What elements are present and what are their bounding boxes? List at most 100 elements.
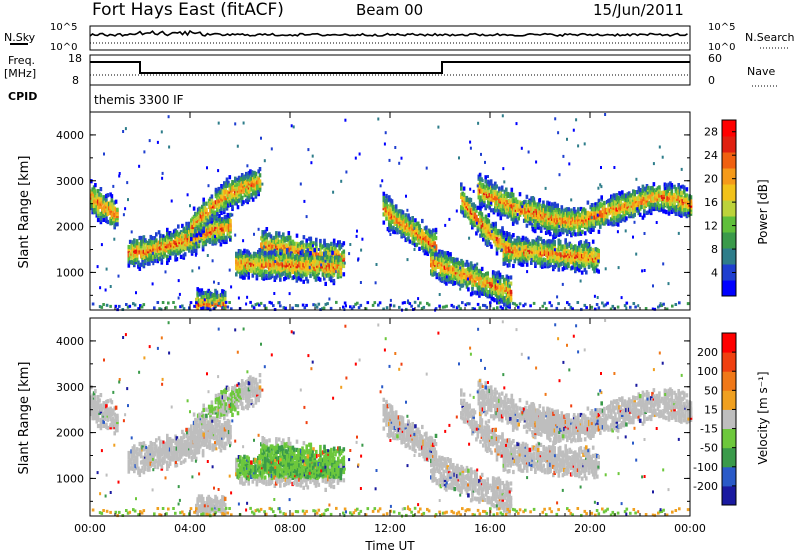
power-cell bbox=[663, 190, 667, 195]
power-cell bbox=[629, 197, 632, 202]
power-cell bbox=[590, 251, 594, 256]
power-cell bbox=[528, 221, 531, 226]
power-cell bbox=[282, 240, 285, 245]
power-cell bbox=[663, 201, 667, 206]
power-cell bbox=[183, 252, 187, 257]
power-cell bbox=[113, 223, 116, 228]
power-cell bbox=[316, 255, 319, 260]
power-cell bbox=[434, 260, 437, 265]
power-cell bbox=[513, 213, 516, 218]
freq-tick-top: 18 bbox=[68, 52, 82, 65]
power-cell bbox=[182, 235, 186, 240]
power-cell bbox=[495, 247, 499, 252]
freq-label-line1: Freq. bbox=[8, 54, 35, 67]
power-cell bbox=[287, 241, 291, 246]
power-cell bbox=[503, 198, 507, 203]
power-cell bbox=[205, 222, 208, 227]
power-cell bbox=[238, 181, 241, 187]
power-cell bbox=[171, 232, 175, 237]
power-cell bbox=[564, 228, 568, 233]
power-cell bbox=[669, 199, 672, 205]
power-cell bbox=[297, 247, 300, 252]
power-cell bbox=[315, 237, 318, 242]
power-cell bbox=[552, 234, 555, 239]
power-cell bbox=[509, 255, 512, 260]
power-cell bbox=[486, 228, 489, 233]
power-cell bbox=[486, 271, 489, 276]
power-cell bbox=[290, 259, 293, 264]
power-cell bbox=[144, 246, 147, 251]
power-cell bbox=[476, 276, 480, 281]
power-cell bbox=[546, 219, 550, 224]
power-cell bbox=[95, 194, 99, 200]
power-cell bbox=[288, 235, 292, 240]
power-cell bbox=[438, 276, 441, 281]
power-cell bbox=[342, 241, 346, 246]
power-cell bbox=[190, 218, 193, 223]
power-cell bbox=[478, 291, 481, 296]
power-cell bbox=[262, 272, 266, 277]
power-cell bbox=[246, 249, 249, 254]
power-cell bbox=[495, 241, 499, 246]
power-cell bbox=[257, 254, 260, 259]
power-cell bbox=[411, 216, 414, 221]
power-cell bbox=[256, 176, 259, 181]
power-cell bbox=[514, 218, 518, 223]
power-cell bbox=[393, 211, 397, 216]
power-cell bbox=[648, 194, 652, 199]
power-cell bbox=[506, 232, 510, 237]
power-cell bbox=[209, 217, 212, 222]
power-cell bbox=[539, 226, 543, 231]
power-cell bbox=[505, 303, 509, 308]
power-cell bbox=[494, 221, 497, 226]
power-cell bbox=[545, 240, 548, 245]
power-cell bbox=[246, 269, 249, 275]
power-cell bbox=[107, 206, 111, 211]
power-cell bbox=[231, 180, 234, 185]
power-cell bbox=[251, 197, 255, 202]
power-cell bbox=[397, 213, 401, 218]
power-cell bbox=[305, 249, 308, 255]
power-cell bbox=[186, 246, 190, 251]
power-cell bbox=[629, 212, 632, 217]
power-cell bbox=[506, 263, 510, 268]
power-cell bbox=[285, 248, 289, 253]
power-cell bbox=[510, 245, 514, 250]
power-cell bbox=[560, 253, 563, 258]
power-cell bbox=[335, 255, 338, 260]
power-cell bbox=[534, 261, 537, 266]
power-cell bbox=[221, 227, 224, 232]
power-cell bbox=[325, 267, 329, 272]
power-cell bbox=[127, 263, 131, 268]
power-cell bbox=[475, 214, 478, 219]
power-cell bbox=[204, 227, 208, 232]
power-cell bbox=[255, 268, 259, 273]
power-cell bbox=[575, 212, 579, 217]
power-cell bbox=[505, 245, 508, 250]
power-cell bbox=[414, 224, 417, 229]
power-cell bbox=[502, 194, 505, 199]
power-cell bbox=[396, 211, 399, 216]
power-cell bbox=[630, 203, 634, 208]
power-cell bbox=[94, 207, 97, 212]
power-cell bbox=[116, 207, 119, 212]
power-cell bbox=[431, 256, 434, 261]
power-cell bbox=[567, 251, 570, 256]
power-cell bbox=[112, 213, 115, 218]
power-cell bbox=[243, 254, 246, 260]
power-cell bbox=[268, 259, 271, 264]
freq-tick-bottom: 8 bbox=[72, 74, 79, 87]
power-cell bbox=[302, 235, 306, 240]
power-cell bbox=[462, 196, 466, 201]
power-cell bbox=[137, 246, 140, 251]
power-cell bbox=[142, 235, 146, 240]
power-cell bbox=[441, 276, 444, 281]
power-cell bbox=[524, 208, 527, 213]
power-cell bbox=[497, 231, 500, 236]
power-cell bbox=[441, 256, 444, 261]
power-cell bbox=[134, 249, 137, 254]
power-cell bbox=[257, 169, 260, 174]
power-cell bbox=[190, 222, 193, 227]
power-cell bbox=[216, 199, 219, 204]
power-cell bbox=[181, 238, 184, 243]
